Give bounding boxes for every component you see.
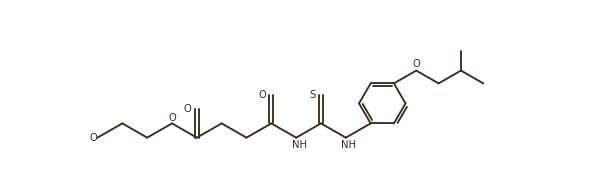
Text: O: O	[90, 133, 97, 143]
Text: NH: NH	[292, 140, 307, 150]
Text: O: O	[258, 90, 266, 100]
Text: O: O	[184, 104, 191, 114]
Text: O: O	[168, 113, 176, 123]
Text: NH: NH	[342, 140, 356, 150]
Text: O: O	[412, 59, 420, 69]
Text: S: S	[309, 90, 315, 100]
